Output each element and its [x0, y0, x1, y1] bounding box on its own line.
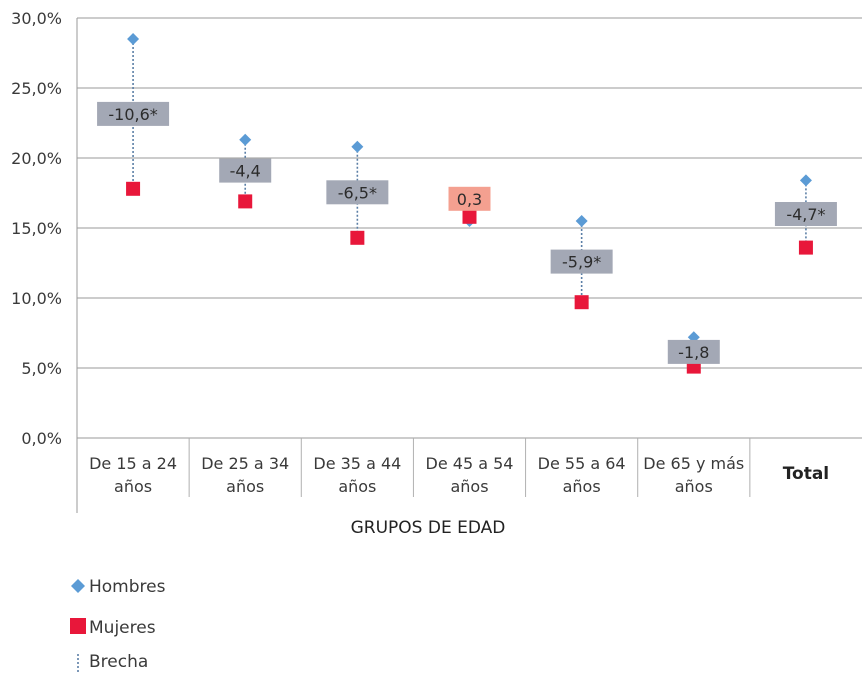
gap-label-box: [774, 202, 837, 226]
x-tick-label: De 65 y más: [643, 454, 744, 473]
x-tick-label: De 35 a 44: [313, 454, 401, 473]
x-tick-label: De 15 a 24: [89, 454, 177, 473]
mujeres-point: [350, 230, 365, 245]
y-tick-label: 10,0%: [11, 289, 62, 308]
legend-hombres-label: Hombres: [89, 577, 166, 597]
gap-label: -4,7*: [786, 205, 825, 224]
hombres-point: [351, 140, 364, 153]
x-tick-label: De 45 a 54: [426, 454, 514, 473]
x-axis-title: GRUPOS DE EDAD: [351, 518, 506, 538]
gap-label-box: [219, 158, 272, 183]
y-tick-label: 30,0%: [11, 9, 62, 28]
legend-mujeres-marker: [70, 618, 86, 634]
gap-label: -10,6*: [108, 105, 157, 124]
x-tick-label: De 25 a 34: [201, 454, 289, 473]
hombres-point: [799, 174, 812, 187]
y-tick-label: 25,0%: [11, 79, 62, 98]
gap-label-box: [667, 339, 720, 364]
mujeres-point: [462, 209, 477, 224]
x-tick-label: años: [675, 477, 713, 496]
mujeres-point: [574, 295, 589, 310]
hombres-point: [239, 133, 252, 146]
gap-label: -1,8: [678, 343, 709, 362]
x-tick-label: años: [114, 477, 152, 496]
legend-mujeres-label: Mujeres: [89, 618, 156, 638]
mujeres-point: [798, 240, 813, 255]
gap-label-box: [550, 249, 613, 274]
gap-label: -4,4: [230, 162, 261, 181]
x-tick-label: años: [563, 477, 601, 496]
x-tick-label: años: [450, 477, 488, 496]
legend-hombres-marker: [71, 579, 85, 593]
gap-label: -5,9*: [562, 253, 601, 272]
legend-brecha-label: Brecha: [89, 652, 148, 672]
x-tick-label: años: [338, 477, 376, 496]
mujeres-point: [126, 181, 141, 196]
y-tick-label: 20,0%: [11, 149, 62, 168]
gap-label-box: [326, 180, 389, 205]
x-tick-label: años: [226, 477, 264, 496]
gap-label: 0,3: [457, 190, 482, 209]
hombres-point: [575, 215, 588, 227]
hombres-point: [127, 33, 140, 45]
y-tick-label: 5,0%: [21, 359, 62, 378]
x-tick-label: Total: [783, 464, 829, 484]
y-tick-label: 0,0%: [21, 429, 62, 448]
x-tick-label: De 55 a 64: [538, 454, 626, 473]
gap-label: -6,5*: [338, 183, 377, 202]
gap-label-box: [448, 186, 491, 211]
gap-label-box: [97, 101, 170, 126]
mujeres-point: [238, 194, 253, 209]
y-tick-label: 15,0%: [11, 219, 62, 238]
